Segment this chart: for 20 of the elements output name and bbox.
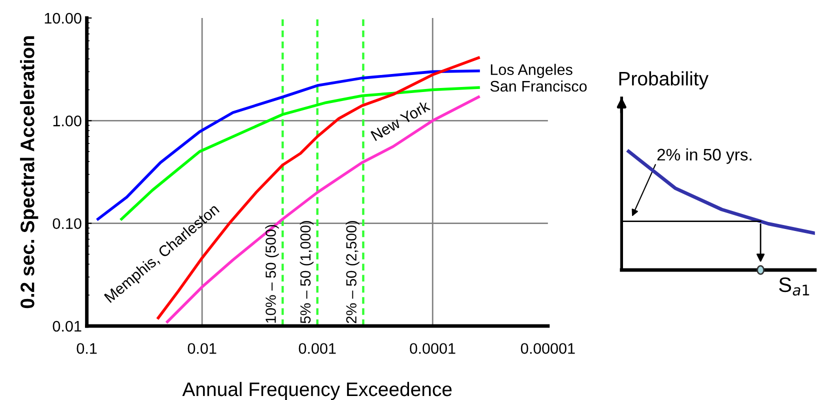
y-tick-label: 1.00 bbox=[53, 116, 82, 126]
x-tick-label: 0.0001 bbox=[410, 343, 456, 354]
series-label: Los Angeles bbox=[490, 64, 572, 78]
y-axis-title: Probability bbox=[619, 71, 709, 90]
y-axis-title: 0.2 sec. Spectral Acceleration bbox=[20, 36, 38, 308]
y-tick-label: 0.10 bbox=[52, 218, 82, 230]
ref-line-label: 5% – 50 (1,000) bbox=[300, 220, 314, 324]
series-label: San Francisco bbox=[490, 80, 587, 92]
x-tick-label: 0.01 bbox=[188, 343, 216, 354]
x-axis-title: S$_{a1}$ bbox=[779, 277, 810, 296]
annotation: 2% in 50 yrs. bbox=[657, 148, 752, 164]
text: New York bbox=[370, 100, 431, 142]
x-tick-label: 0.1 bbox=[76, 343, 97, 354]
x-axis-title: Annual Frequency Exceedence bbox=[182, 382, 452, 400]
x-tick-label: 0.00001 bbox=[520, 343, 575, 354]
ref-line-label: 10% – 50 (500) bbox=[265, 225, 279, 323]
ref-line-label: 2% – 50 (2,500) bbox=[346, 220, 360, 324]
y-tick-label: 10.00 bbox=[44, 12, 82, 24]
y-tick-label: 0.01 bbox=[52, 320, 82, 332]
x-tick-label: 0.001 bbox=[298, 343, 336, 354]
